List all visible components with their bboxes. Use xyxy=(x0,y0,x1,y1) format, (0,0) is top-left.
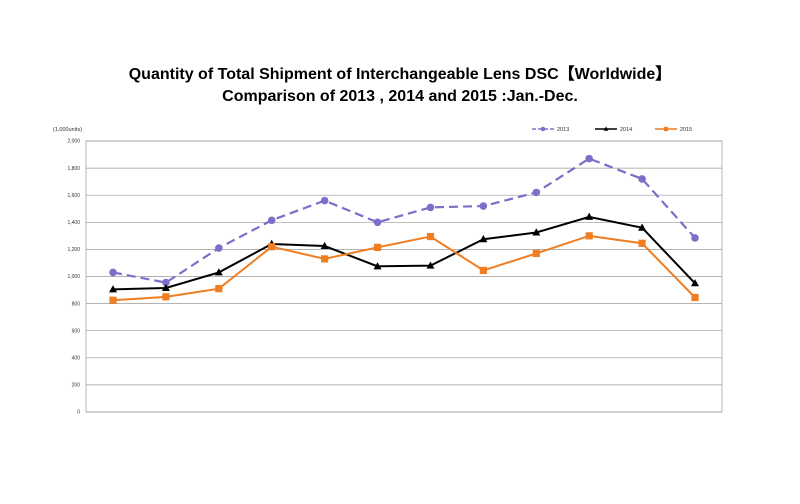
data-point xyxy=(426,203,435,212)
data-point xyxy=(479,202,488,210)
chart-title-line-2: Comparison of 2013 , 2014 and 2015 :Jan.… xyxy=(222,88,578,105)
data-point xyxy=(426,232,435,241)
legend-item: 2013 xyxy=(532,126,569,133)
legend-item: 2015 xyxy=(655,126,692,133)
y-tick-label: 200 xyxy=(72,383,81,389)
y-tick-label: 400 xyxy=(72,356,81,362)
data-point xyxy=(479,235,488,243)
y-axis-unit-label: (1,000units) xyxy=(53,127,82,133)
chart-title-line-1: Quantity of Total Shipment of Interchang… xyxy=(128,66,672,83)
y-axis-tick-labels: 0 200 400 600 800 1,000 1,200 1,400 1,600 1,800 2,… xyxy=(67,139,80,416)
legend-marker xyxy=(540,126,546,132)
legend-item: 2014 xyxy=(595,126,632,133)
data-point xyxy=(109,268,117,277)
series-line xyxy=(112,234,696,302)
data-point xyxy=(109,285,117,293)
series-line xyxy=(112,157,696,284)
data-point xyxy=(214,268,223,276)
data-point xyxy=(321,255,329,263)
data-point xyxy=(638,223,647,231)
data-point xyxy=(638,175,646,183)
data-point xyxy=(691,234,699,242)
data-point xyxy=(162,278,170,287)
data-point xyxy=(638,239,646,247)
plot-area-border xyxy=(85,140,723,413)
data-point xyxy=(691,279,699,287)
data-point xyxy=(162,293,170,301)
y-tick-label: 800 xyxy=(72,301,81,307)
chart-title: Quantity of Total Shipment of Interchang… xyxy=(0,64,800,108)
data-point xyxy=(320,241,329,250)
data-point xyxy=(691,293,699,302)
data-point xyxy=(215,244,223,252)
y-tick-label: 1,800 xyxy=(67,166,80,172)
data-point xyxy=(320,196,329,205)
series-2013 xyxy=(109,154,699,287)
data-point xyxy=(267,216,276,225)
y-tick-label: 1,400 xyxy=(67,220,80,226)
series-group xyxy=(109,154,699,304)
legend-marker xyxy=(663,126,669,132)
gridlines xyxy=(85,140,723,413)
y-tick-label: 600 xyxy=(72,328,81,334)
series-2015 xyxy=(109,232,699,304)
data-point xyxy=(426,261,435,269)
series-line xyxy=(112,215,696,291)
data-point xyxy=(215,285,223,293)
legend: 2013 2014 2015 xyxy=(532,126,692,133)
data-point xyxy=(532,228,541,236)
data-point xyxy=(161,283,170,292)
data-point xyxy=(373,262,382,270)
data-point xyxy=(585,212,594,220)
legend-marker xyxy=(603,126,609,131)
data-point xyxy=(109,296,117,304)
data-point xyxy=(585,154,593,163)
data-point xyxy=(585,232,593,240)
data-point xyxy=(479,266,487,275)
y-tick-label: 1,200 xyxy=(67,247,80,253)
y-tick-label: 0 xyxy=(77,410,80,416)
data-point xyxy=(532,188,541,197)
data-point xyxy=(373,243,382,251)
legend-label: 2014 xyxy=(620,127,632,133)
y-tick-label: 1,600 xyxy=(67,193,80,199)
y-tick-label: 2,000 xyxy=(67,139,80,145)
data-point xyxy=(268,243,276,251)
data-point xyxy=(373,218,382,227)
data-point xyxy=(532,249,540,258)
legend-label: 2015 xyxy=(680,127,692,133)
series-2014 xyxy=(109,212,699,293)
legend-label: 2013 xyxy=(557,127,569,133)
y-tick-label: 1,000 xyxy=(67,274,80,280)
